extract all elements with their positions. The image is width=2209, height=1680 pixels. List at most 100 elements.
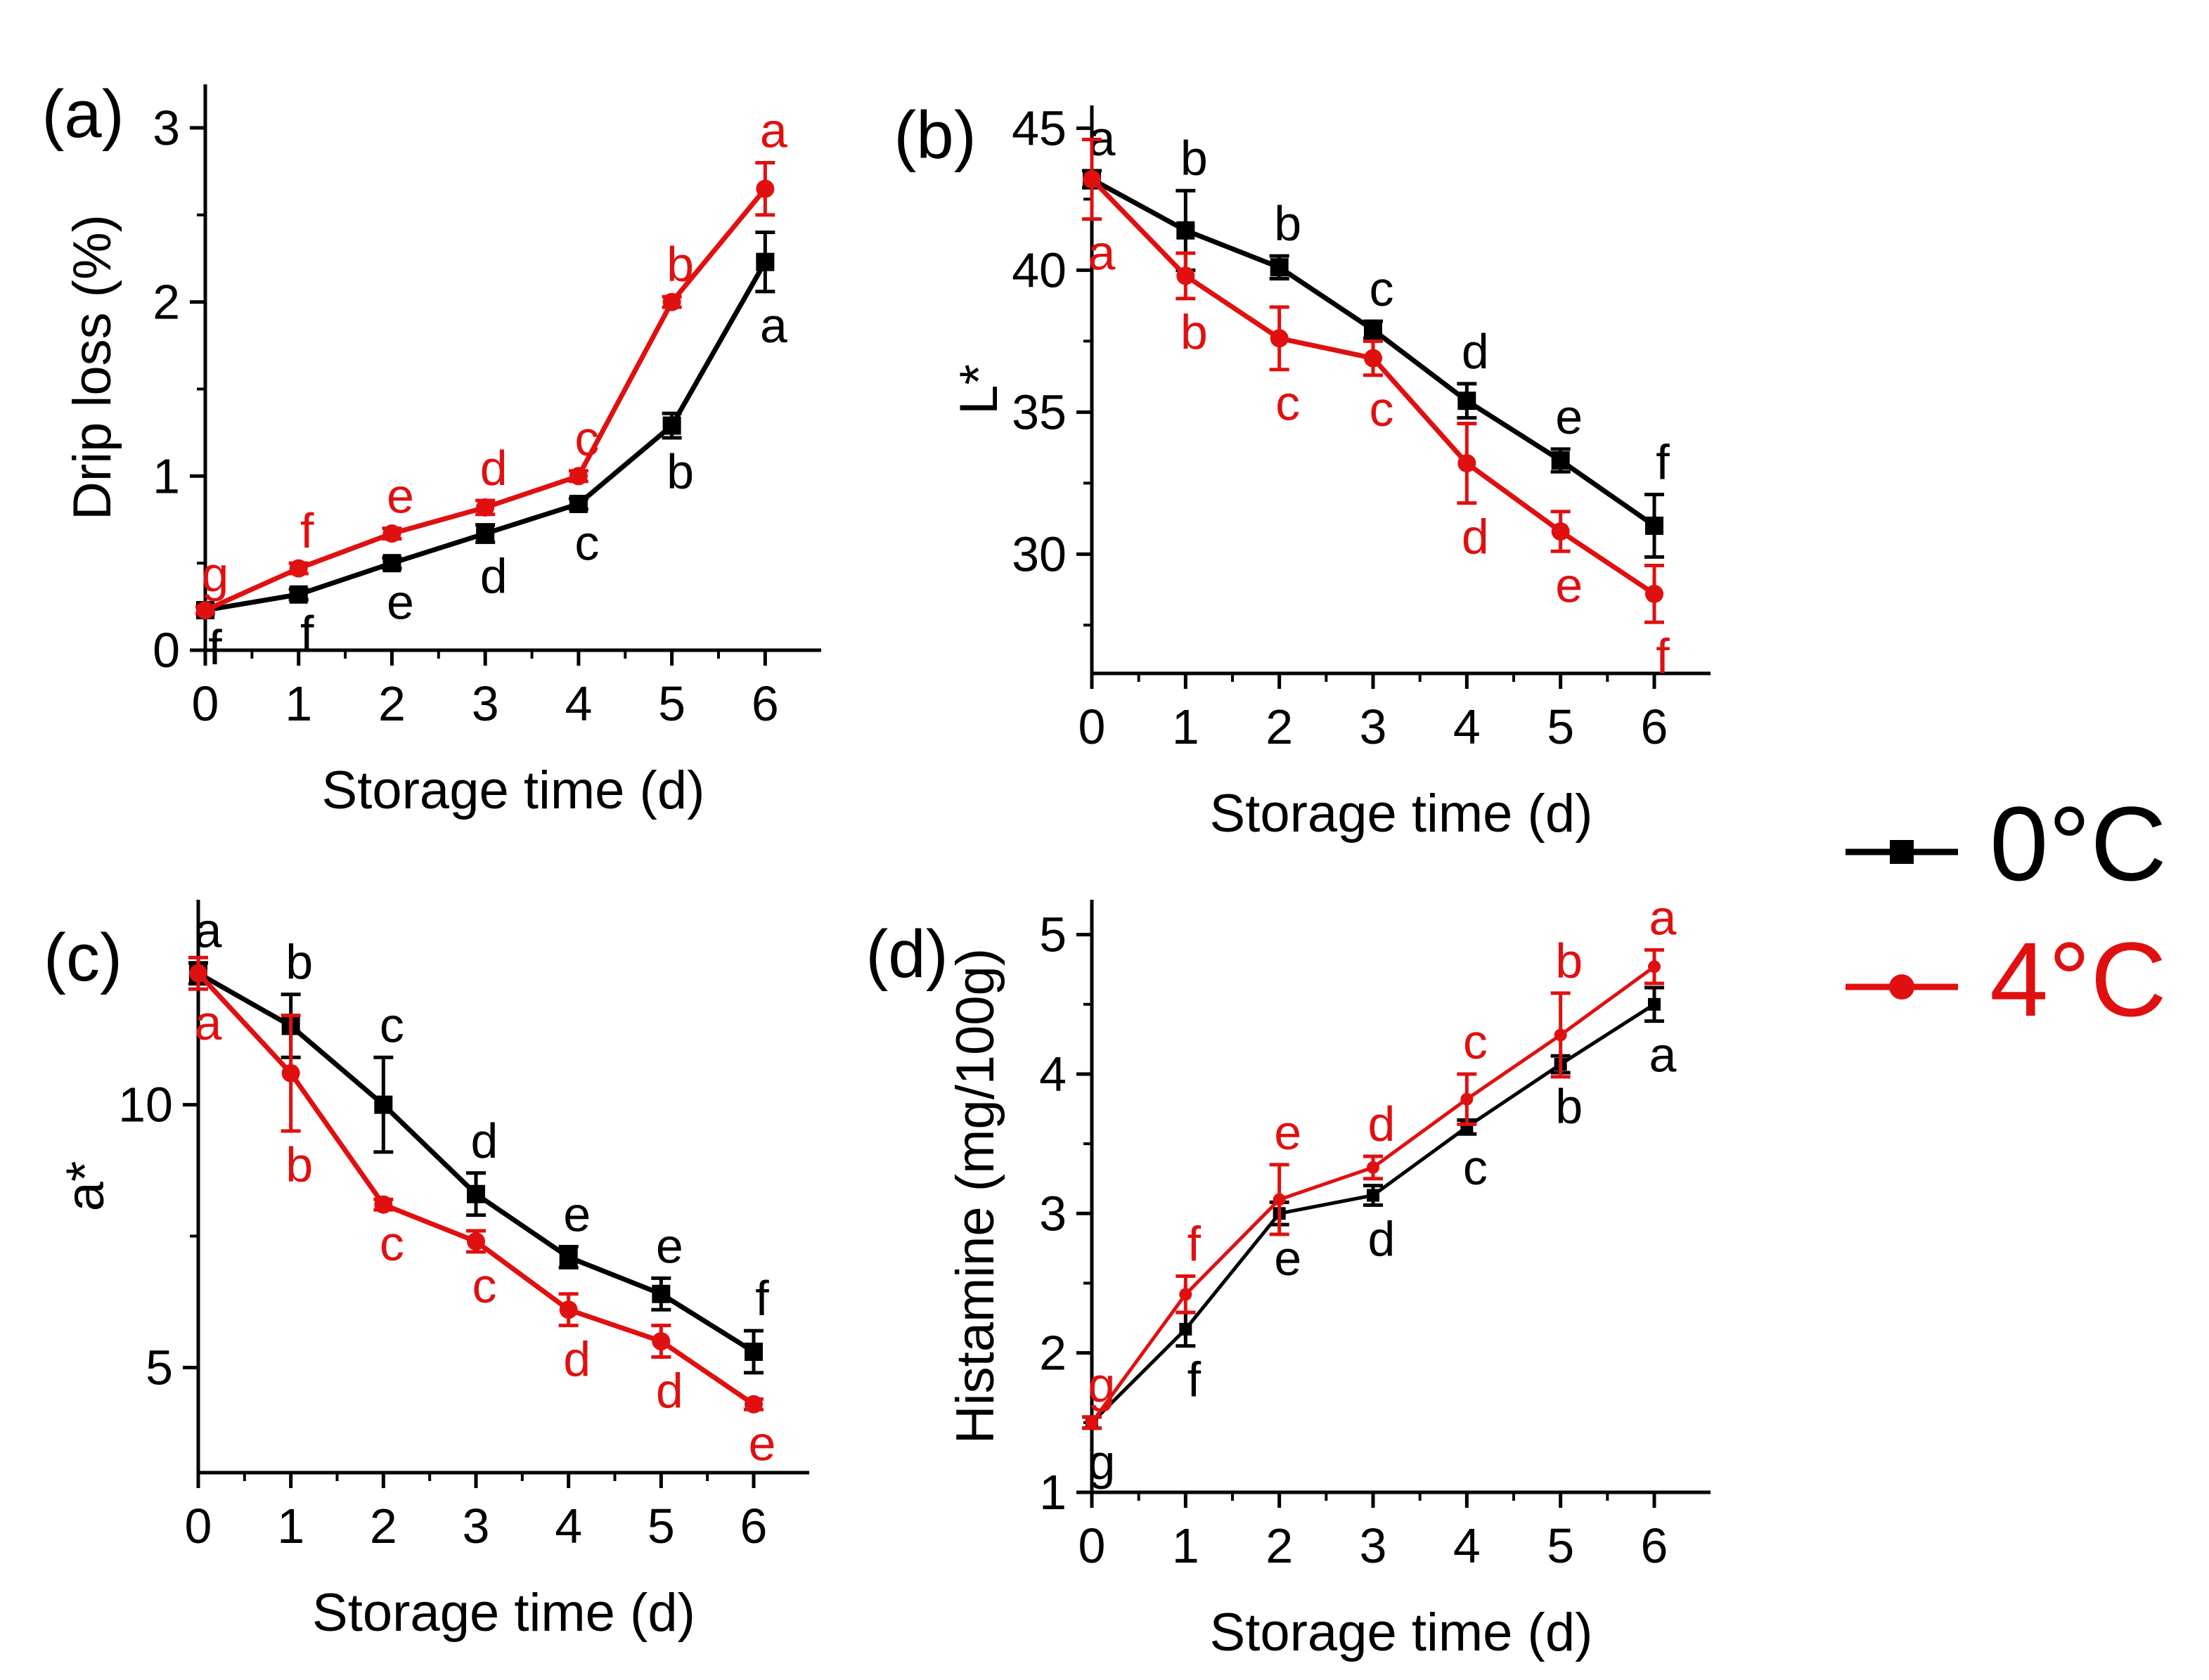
y-tick-label: 5 (1039, 907, 1067, 962)
data-point (281, 1064, 300, 1083)
data-point (662, 416, 681, 435)
data-point (745, 1395, 763, 1414)
significance-letter: d (1462, 324, 1489, 379)
y-axis-title: Histamine (mg/100g) (946, 948, 1005, 1444)
x-tick-label: 2 (1265, 1518, 1293, 1573)
data-point (1554, 1028, 1567, 1042)
x-axis-title: Storage time (d) (1210, 1603, 1593, 1662)
x-tick-label: 0 (185, 1499, 212, 1553)
x-tick-label: 2 (378, 676, 406, 731)
y-axis-title: Drip loss (%) (63, 214, 122, 520)
significance-letter: g (202, 547, 229, 602)
x-tick-label: 1 (285, 676, 312, 731)
legend-label-4c: 4°C (1990, 920, 2167, 1038)
significance-letter: c (1463, 1014, 1488, 1069)
data-point (374, 1195, 393, 1214)
significance-letter: b (285, 935, 313, 990)
data-point (1364, 349, 1382, 368)
legend: 0°C 4°C (1846, 784, 2167, 1038)
significance-letter: f (300, 503, 314, 558)
y-axis-title: a* (56, 1161, 115, 1212)
y-tick-label: 4 (1039, 1047, 1067, 1101)
significance-letter: c (1463, 1140, 1488, 1195)
data-point (1648, 960, 1661, 974)
data-point (1176, 266, 1195, 285)
significance-letter: e (749, 1416, 776, 1471)
x-tick-label: 6 (752, 676, 779, 731)
data-point (1086, 1416, 1098, 1429)
data-point (1270, 329, 1289, 348)
data-point (467, 1232, 485, 1251)
data-point (289, 585, 308, 604)
y-tick-label: 0 (153, 623, 180, 678)
series-4c: g f e d c b a (1082, 890, 1677, 1430)
data-point (1645, 584, 1663, 603)
y-tick-label: 1 (1039, 1465, 1067, 1520)
significance-letter: e (387, 469, 414, 524)
x-tick-label: 0 (1078, 1518, 1106, 1573)
significance-letter: d (471, 1113, 498, 1168)
data-point (652, 1332, 671, 1351)
significance-letter: e (1555, 557, 1583, 612)
y-tick-label: 40 (1012, 243, 1067, 297)
panel-label: (c) (44, 920, 122, 995)
x-tick-label: 5 (648, 1499, 675, 1553)
significance-letter: f (208, 620, 222, 675)
data-point (569, 467, 588, 486)
x-tick-label: 4 (555, 1499, 582, 1553)
significance-letter: a (1649, 1028, 1677, 1083)
significance-letter: b (666, 237, 694, 292)
y-tick-label: 3 (1039, 1186, 1067, 1241)
y-tick-label: 35 (1012, 385, 1067, 439)
x-tick-label: 3 (1360, 1518, 1387, 1573)
data-point (1364, 321, 1382, 340)
data-point (1551, 451, 1570, 470)
data-point (1176, 221, 1195, 240)
significance-letter: d (1368, 1097, 1396, 1151)
significance-letter: b (1555, 1079, 1583, 1134)
significance-letter: d (563, 1332, 591, 1387)
significance-letter: c (380, 997, 404, 1052)
y-tick-label: 10 (118, 1078, 173, 1132)
significance-letter: e (1555, 389, 1583, 444)
x-tick-label: 5 (1547, 1518, 1574, 1573)
x-tick-label: 3 (463, 1499, 490, 1553)
data-point (1460, 1092, 1474, 1106)
x-tick-label: 2 (370, 1499, 397, 1553)
x-tick-label: 5 (658, 676, 685, 731)
x-tick-label: 1 (1172, 1518, 1199, 1573)
x-tick-label: 6 (1641, 1518, 1668, 1573)
significance-letter: b (666, 444, 694, 499)
series-4c: g f e d c b a (195, 103, 787, 620)
x-tick-label: 4 (1453, 1518, 1481, 1573)
significance-letter: c (574, 411, 599, 466)
data-point (1457, 392, 1476, 411)
data-point (756, 179, 775, 198)
data-point (1270, 258, 1289, 277)
significance-letter: a (195, 995, 222, 1050)
y-tick-label: 2 (153, 275, 180, 330)
panel-label: (a) (41, 77, 124, 152)
x-tick-label: 1 (277, 1499, 304, 1553)
x-tick-label: 1 (1172, 699, 1199, 754)
data-point (382, 524, 401, 543)
data-point (756, 252, 775, 271)
x-tick-label: 0 (192, 676, 219, 731)
significance-letter: b (1180, 131, 1208, 186)
significance-letter: d (656, 1364, 683, 1419)
y-tick-label: 45 (1012, 101, 1067, 155)
significance-letter: a (1088, 226, 1116, 280)
y-axis-title: L* (949, 364, 1009, 415)
significance-letter: e (656, 1218, 683, 1273)
significance-letter: a (760, 298, 787, 353)
series-0c: a b b c d e f (1082, 111, 1670, 559)
legend-entry-0c: 0°C (1846, 784, 2167, 903)
x-axis-title: Storage time (d) (1210, 784, 1593, 844)
x-tick-label: 3 (1360, 699, 1387, 754)
significance-letter: b (1274, 196, 1301, 251)
significance-letter: a (760, 103, 787, 157)
y-tick-label: 3 (153, 101, 180, 155)
